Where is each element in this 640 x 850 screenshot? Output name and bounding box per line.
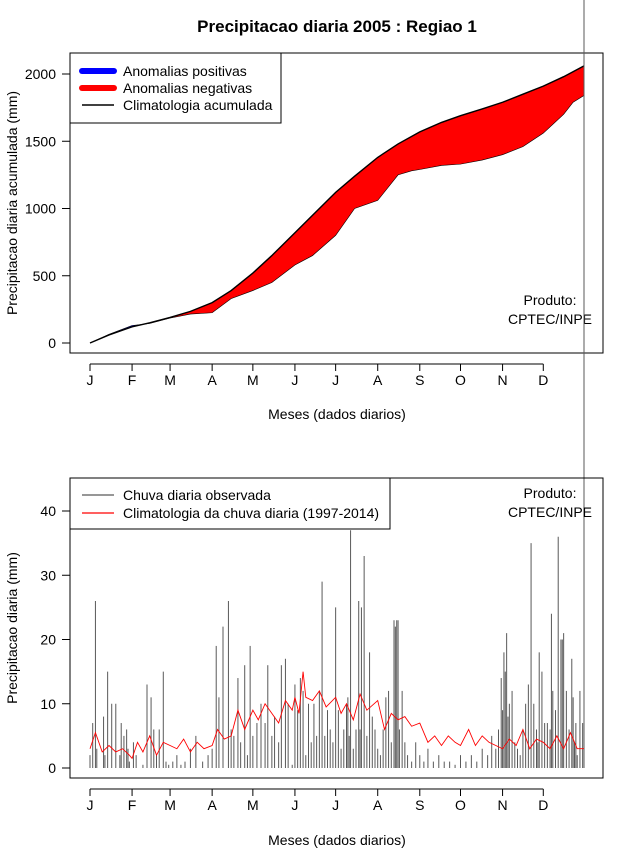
x-tick-label: A bbox=[373, 797, 383, 813]
x-tick-label: A bbox=[207, 372, 217, 388]
x-tick-label: S bbox=[415, 797, 424, 813]
credit-line-1: Produto: bbox=[524, 292, 577, 308]
legend-label-negative: Anomalias negativas bbox=[123, 80, 252, 96]
x-tick-label: O bbox=[455, 797, 466, 813]
credit-line-2: CPTEC/INPE bbox=[508, 504, 592, 520]
daily-panel: 0 10 20 30 40 J F M A M J J A S O N D Meses (dados diar… bbox=[4, 0, 604, 848]
x-axis-title: Meses (dados diarios) bbox=[268, 406, 406, 422]
cumulative-panel: 0 500 1000 1500 2000 J F M A M J J A S O N D Meses (dad… bbox=[4, 52, 604, 422]
legend-box bbox=[69, 477, 391, 530]
y-axis: 0 10 20 30 40 bbox=[40, 503, 70, 776]
anomaly-area-layer bbox=[90, 65, 584, 344]
y-tick-label: 40 bbox=[40, 503, 56, 519]
y-tick-label: 1000 bbox=[25, 201, 56, 217]
daily-climatology-layer bbox=[89, 671, 584, 760]
x-tick-label: O bbox=[455, 372, 466, 388]
y-tick-label: 0 bbox=[48, 760, 56, 776]
observed-bars-layer bbox=[89, 0, 585, 768]
x-tick-label: J bbox=[332, 797, 339, 813]
x-tick-label: S bbox=[415, 372, 424, 388]
negative-anomaly-area bbox=[90, 65, 584, 344]
legend: Chuva diaria observada Climatologia da c… bbox=[69, 477, 391, 530]
x-tick-label: J bbox=[87, 797, 94, 813]
x-tick-label: A bbox=[207, 797, 217, 813]
x-tick-label: F bbox=[128, 372, 137, 388]
daily-climatology-line bbox=[89, 671, 584, 760]
x-tick-label: A bbox=[373, 372, 383, 388]
x-tick-label: M bbox=[164, 372, 176, 388]
legend-label-positive: Anomalias positivas bbox=[123, 63, 247, 79]
legend: Anomalias positivas Anomalias negativas … bbox=[69, 52, 282, 124]
y-tick-label: 10 bbox=[40, 696, 56, 712]
x-tick-label: N bbox=[498, 797, 508, 813]
credit-line-1: Produto: bbox=[524, 485, 577, 501]
y-tick-label: 20 bbox=[40, 632, 56, 648]
climatology-cumulative-line bbox=[89, 65, 585, 344]
y-axis: 0 500 1000 1500 2000 bbox=[25, 66, 70, 351]
observed-cumulative-line bbox=[89, 95, 585, 344]
x-axis-title: Meses (dados diarios) bbox=[268, 832, 406, 848]
credit-line-2: CPTEC/INPE bbox=[508, 311, 592, 327]
x-tick-label: M bbox=[247, 797, 259, 813]
x-tick-label: D bbox=[538, 372, 548, 388]
x-tick-label: D bbox=[538, 797, 548, 813]
y-tick-label: 0 bbox=[48, 335, 56, 351]
legend-label-daily-climatology: Climatologia da chuva diaria (1997-2014) bbox=[123, 505, 379, 521]
x-tick-label: M bbox=[164, 797, 176, 813]
y-axis-title: Precipitacao diaria (mm) bbox=[4, 552, 20, 704]
y-tick-label: 30 bbox=[40, 567, 56, 583]
x-tick-label: J bbox=[332, 372, 339, 388]
y-tick-label: 1500 bbox=[25, 133, 56, 149]
legend-label-observed: Chuva diaria observada bbox=[123, 487, 271, 503]
x-tick-label: F bbox=[128, 797, 137, 813]
x-tick-label: M bbox=[247, 372, 259, 388]
climatology-line-layer bbox=[89, 65, 585, 344]
y-tick-label: 500 bbox=[33, 268, 57, 284]
y-tick-label: 2000 bbox=[25, 66, 56, 82]
x-tick-label: J bbox=[291, 372, 298, 388]
x-tick-label: N bbox=[498, 372, 508, 388]
legend-label-climatology: Climatologia acumulada bbox=[123, 97, 273, 113]
plot-frame bbox=[69, 52, 604, 354]
x-tick-label: J bbox=[291, 797, 298, 813]
x-tick-label: J bbox=[87, 372, 94, 388]
chart-title: Precipitacao diaria 2005 : Regiao 1 bbox=[197, 17, 477, 36]
y-axis-title: Precipitacao diaria acumulada (mm) bbox=[4, 91, 20, 315]
